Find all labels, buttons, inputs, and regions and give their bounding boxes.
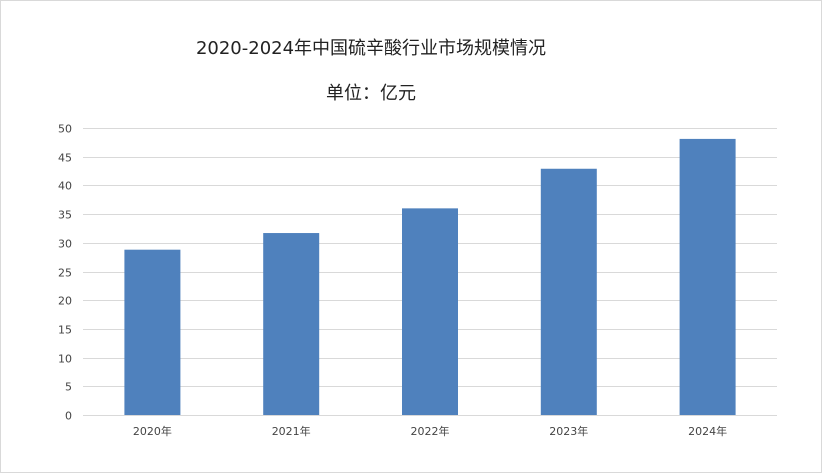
bar xyxy=(124,249,181,415)
y-tick-label: 15 xyxy=(58,324,72,337)
bar xyxy=(263,233,320,415)
x-tick-label: 2020年 xyxy=(133,424,172,438)
y-tick-label: 50 xyxy=(58,123,72,136)
y-axis-ticks: 0 5 10 15 20 25 30 35 40 45 50 xyxy=(58,123,72,423)
bar xyxy=(402,208,458,415)
gridlines xyxy=(83,128,777,416)
chart-title: 2020-2024年中国硫辛酸行业市场规模情况 xyxy=(195,38,547,59)
chart-subtitle: 单位：亿元 xyxy=(326,83,416,104)
y-tick-label: 35 xyxy=(58,209,72,222)
x-axis-ticks: 2020年 2021年 2022年 2023年 2024年 xyxy=(133,424,727,438)
bars xyxy=(124,138,736,415)
y-tick-label: 5 xyxy=(65,381,72,394)
bar xyxy=(540,168,597,415)
x-tick-label: 2022年 xyxy=(411,424,450,438)
x-tick-label: 2024年 xyxy=(688,424,727,438)
y-tick-label: 45 xyxy=(58,152,72,165)
y-tick-label: 20 xyxy=(58,295,72,308)
bar xyxy=(679,138,736,415)
x-tick-label: 2023年 xyxy=(549,424,588,438)
y-tick-label: 25 xyxy=(58,267,72,280)
y-tick-label: 40 xyxy=(58,180,72,193)
y-tick-label: 30 xyxy=(58,238,72,251)
x-tick-label: 2021年 xyxy=(272,424,311,438)
y-tick-label: 0 xyxy=(65,410,72,423)
y-tick-label: 10 xyxy=(58,353,72,366)
